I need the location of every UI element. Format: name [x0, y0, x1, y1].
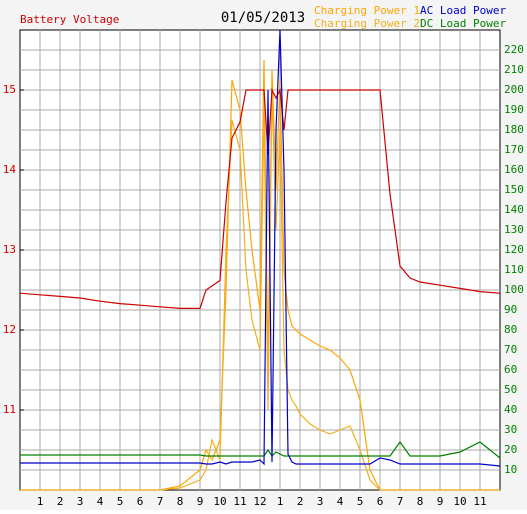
- y2-tick-label: 200: [504, 83, 524, 96]
- y2-tick-label: 40: [504, 403, 517, 416]
- y2-tick-label: 30: [504, 423, 517, 436]
- y2-tick-label: 130: [504, 223, 524, 236]
- y2-tick-label: 10: [504, 463, 517, 476]
- y-tick-label: 13: [3, 243, 16, 256]
- y2-tick-label: 160: [504, 163, 524, 176]
- y2-tick-label: 220: [504, 43, 524, 56]
- x-tick-label: 7: [157, 495, 164, 508]
- legend-label: AC Load Power: [420, 4, 506, 17]
- y2-tick-label: 90: [504, 303, 517, 316]
- y2-tick-label: 120: [504, 243, 524, 256]
- chart-title: 01/05/2013: [221, 10, 305, 26]
- y2-tick-label: 180: [504, 123, 524, 136]
- legend-label: Charging Power 2: [314, 17, 420, 30]
- y2-tick-label: 170: [504, 143, 524, 156]
- x-tick-label: 2: [297, 495, 304, 508]
- x-tick-label: 2: [57, 495, 64, 508]
- y2-tick-label: 80: [504, 323, 517, 336]
- y-tick-label: 11: [3, 403, 16, 416]
- x-tick-label: 5: [117, 495, 124, 508]
- x-tick-label: 11: [473, 495, 486, 508]
- x-tick-label: 10: [213, 495, 226, 508]
- x-tick-label: 10: [453, 495, 466, 508]
- y2-tick-label: 20: [504, 443, 517, 456]
- y2-tick-label: 60: [504, 363, 517, 376]
- legend-label: Battery Voltage: [20, 13, 119, 26]
- x-tick-label: 6: [377, 495, 384, 508]
- x-tick-label: 11: [233, 495, 246, 508]
- x-tick-label: 3: [317, 495, 324, 508]
- y-tick-label: 12: [3, 323, 16, 336]
- y2-tick-label: 140: [504, 203, 524, 216]
- x-tick-label: 6: [137, 495, 144, 508]
- y2-tick-label: 150: [504, 183, 524, 196]
- x-tick-label: 4: [97, 495, 104, 508]
- y2-tick-label: 70: [504, 343, 517, 356]
- x-tick-label: 7: [397, 495, 404, 508]
- y2-tick-label: 50: [504, 383, 517, 396]
- x-tick-label: 3: [77, 495, 84, 508]
- x-tick-label: 8: [177, 495, 184, 508]
- x-tick-label: 8: [417, 495, 424, 508]
- x-tick-label: 1: [277, 495, 284, 508]
- x-tick-label: 5: [357, 495, 364, 508]
- series-line: [20, 440, 501, 459]
- series-line: [19, 87, 501, 309]
- series-line: [20, 89, 500, 491]
- x-tick-label: 4: [337, 495, 344, 508]
- y2-tick-label: 110: [504, 263, 524, 276]
- legend-label: Charging Power 1: [314, 4, 420, 17]
- y2-tick-label: 210: [504, 63, 524, 76]
- x-tick-label: 9: [197, 495, 204, 508]
- y-tick-label: 15: [3, 83, 16, 96]
- x-tick-label: 9: [437, 495, 444, 508]
- y2-tick-label: 190: [504, 103, 524, 116]
- x-tick-label: 1: [37, 495, 44, 508]
- series-line: [20, 29, 501, 467]
- legend-label: DC Load Power: [420, 17, 506, 30]
- y-tick-label: 14: [3, 163, 17, 176]
- x-tick-label: 12: [253, 495, 266, 508]
- y2-tick-label: 100: [504, 283, 524, 296]
